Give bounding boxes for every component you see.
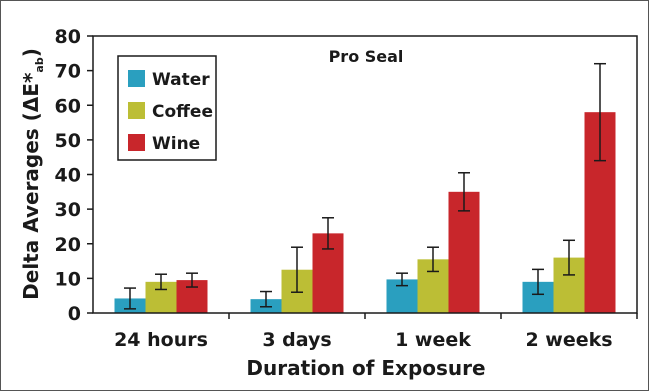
y-tick-label: 30 <box>55 199 81 221</box>
x-category-label: 1 week <box>395 329 471 351</box>
y-tick-label: 10 <box>55 268 81 290</box>
y-tick-label: 70 <box>55 61 81 83</box>
legend-swatch-coffee <box>128 102 145 119</box>
legend-label-coffee: Coffee <box>152 102 213 122</box>
legend-label-water: Water <box>152 70 210 90</box>
x-category-label: 24 hours <box>114 329 208 351</box>
y-axis-ticks: 0 10 20 30 40 50 60 70 80 <box>55 26 93 325</box>
x-category-label: 2 weeks <box>525 329 612 351</box>
y-tick-label: 60 <box>55 95 81 117</box>
legend: Water Coffee Wine <box>117 55 217 161</box>
bar-wine <box>448 191 480 313</box>
legend-swatch-water <box>128 70 145 87</box>
y-tick-label: 80 <box>55 26 81 48</box>
x-axis-categories: 24 hours 3 days 1 week 2 weeks <box>114 313 638 351</box>
x-axis-title: Duration of Exposure <box>246 356 485 380</box>
y-tick-label: 50 <box>55 130 81 152</box>
x-category-label: 3 days <box>262 329 331 351</box>
legend-swatch-wine <box>128 134 145 151</box>
y-axis-title-close: ) <box>19 48 43 57</box>
y-axis-title-main: Delta Averages (ΔE* <box>19 72 43 300</box>
y-tick-label: 0 <box>68 303 81 325</box>
y-tick-label: 40 <box>55 165 81 187</box>
y-axis-title-subscript: ab <box>33 57 46 72</box>
y-tick-label: 20 <box>55 234 81 256</box>
error-bars <box>124 62 606 310</box>
y-axis-title: Delta Averages (ΔE*ab) <box>19 48 46 300</box>
legend-label-wine: Wine <box>152 134 200 154</box>
chart-title: Pro Seal <box>329 47 404 66</box>
